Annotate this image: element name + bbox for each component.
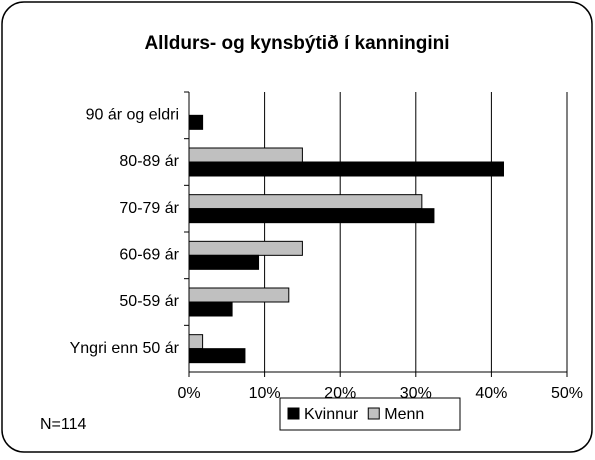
y-tick-label: 50-59 ár: [119, 293, 179, 310]
legend-label: Menn: [384, 406, 424, 423]
x-tick-label: 40%: [475, 385, 507, 402]
y-tick-label: Yngri enn 50 ár: [70, 340, 180, 357]
legend-swatch: [367, 407, 380, 420]
annotation: N=114: [40, 416, 87, 433]
bar: [188, 194, 423, 210]
legend-label: Kvinnur: [304, 406, 359, 423]
bar: [188, 208, 435, 224]
y-tick-label: 90 ár og eldri: [86, 107, 179, 124]
legend-swatch: [287, 407, 300, 420]
bar: [188, 254, 260, 270]
bar: [188, 114, 204, 130]
chart-frame: [1, 1, 593, 453]
bar: [188, 240, 303, 256]
x-tick-label: 50%: [551, 385, 583, 402]
bar: [188, 287, 290, 303]
chart-title: Alldurs- og kynsbýtið í kanningini: [144, 33, 449, 54]
x-tick-label: 10%: [249, 385, 281, 402]
x-tick-label: 0%: [177, 385, 200, 402]
bar: [188, 348, 246, 364]
bar: [188, 334, 204, 350]
bar: [188, 161, 504, 177]
y-tick-label: 70-79 ár: [119, 200, 179, 217]
legend-box: [279, 397, 461, 431]
y-tick-label: 60-69 ár: [119, 247, 179, 264]
bar: [188, 147, 303, 163]
bar: [188, 301, 233, 317]
y-tick-label: 80-89 ár: [119, 153, 179, 170]
